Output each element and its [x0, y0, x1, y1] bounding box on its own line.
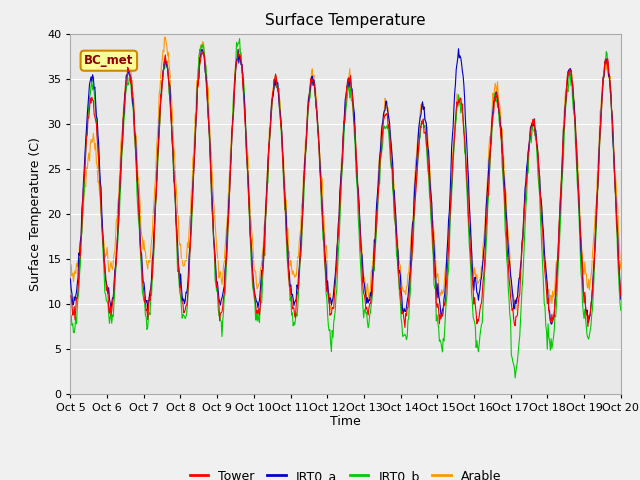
- Title: Surface Temperature: Surface Temperature: [266, 13, 426, 28]
- Legend: Tower, IRT0_a, IRT0_b, Arable: Tower, IRT0_a, IRT0_b, Arable: [184, 465, 507, 480]
- Y-axis label: Surface Temperature (C): Surface Temperature (C): [29, 137, 42, 290]
- X-axis label: Time: Time: [330, 415, 361, 429]
- Text: BC_met: BC_met: [84, 54, 134, 67]
